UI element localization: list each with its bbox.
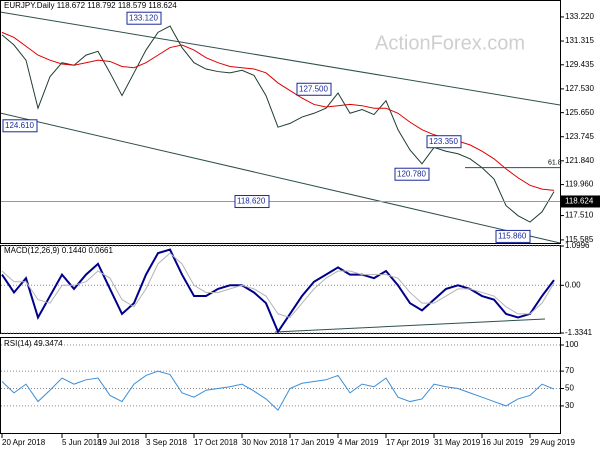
price-annotation-box — [126, 11, 162, 25]
x-tick-label: 30 Nov 2018 — [242, 438, 288, 447]
price-annotation: 124.610 — [5, 121, 34, 130]
series-line — [1, 248, 555, 334]
x-tick-label: 19 Jul 2018 — [98, 438, 140, 447]
price-annotation: 123.350 — [429, 137, 458, 146]
series-line — [1, 252, 555, 319]
price-annotation: 115.860 — [498, 232, 527, 241]
price-annotation: 120.780 — [397, 169, 426, 178]
x-tick-label: 29 Aug 2019 — [530, 438, 575, 447]
y-tick-label: 131.315 — [565, 36, 594, 45]
channel-upper — [0, 11, 561, 106]
y-tick-label: 127.530 — [565, 84, 594, 93]
series-line — [1, 25, 555, 223]
price-annotation: 118.620 — [237, 197, 266, 206]
y-tick-label: 30 — [565, 401, 574, 410]
y-tick-label: 129.435 — [565, 60, 594, 69]
price-annotation-box — [495, 229, 531, 243]
y-tick-label: 123.745 — [565, 132, 594, 141]
y-tick-label: 119.960 — [565, 180, 594, 189]
price-annotation-box — [234, 195, 270, 209]
channel-lower — [0, 112, 561, 244]
y-tick-label: 115.585 — [565, 235, 594, 244]
last-price-box — [561, 195, 600, 208]
y-tick-label: 121.840 — [565, 156, 594, 165]
y-tick-label: 117.510 — [565, 211, 594, 220]
x-tick-label: 31 May 2019 — [434, 438, 481, 447]
x-tick-label: 3 Sep 2018 — [146, 438, 187, 447]
y-tick-label: 100 — [565, 340, 579, 349]
price-title: EURJPY.Daily 118.672 118.792 118.579 118… — [4, 1, 177, 10]
rsi-panel — [0, 337, 561, 434]
price-annotation-box — [296, 82, 332, 96]
last-price-label: 118.624 — [565, 197, 594, 206]
macd-trendline — [274, 318, 546, 333]
y-tick-label: -1.3341 — [565, 328, 593, 337]
x-tick-label: 17 Oct 2018 — [194, 438, 238, 447]
macd-title: MACD(12,26,9) 0.1440 0.0661 — [4, 246, 114, 255]
fib-label: 61.8 — [548, 159, 562, 166]
price-annotation-box — [426, 135, 462, 149]
y-tick-label: 70 — [565, 366, 574, 375]
price-annotation: 133.120 — [129, 13, 158, 22]
y-tick-label: 1.0996 — [565, 241, 590, 250]
price-annotation-box — [2, 119, 38, 133]
price-annotation: 127.500 — [299, 84, 328, 93]
x-tick-label: 17 Jan 2019 — [290, 438, 335, 447]
x-tick-label: 5 Jun 2018 — [62, 438, 102, 447]
x-tick-label: 4 Mar 2019 — [338, 438, 379, 447]
price-panel — [0, 0, 561, 244]
y-tick-label: 133.220 — [565, 12, 594, 21]
x-tick-label: 17 Apr 2019 — [386, 438, 430, 447]
price-annotation-box — [394, 167, 430, 181]
x-tick-label: 16 Jul 2019 — [482, 438, 524, 447]
y-tick-label: 0.00 — [565, 280, 581, 289]
series-line — [1, 31, 555, 191]
series-line — [1, 370, 555, 412]
watermark: ActionForex.com — [375, 32, 525, 54]
y-tick-label: 125.650 — [565, 108, 594, 117]
y-tick-label: 50 — [565, 384, 574, 393]
x-tick-label: 20 Apr 2018 — [2, 438, 46, 447]
rsi-title: RSI(14) 49.3474 — [4, 339, 63, 348]
